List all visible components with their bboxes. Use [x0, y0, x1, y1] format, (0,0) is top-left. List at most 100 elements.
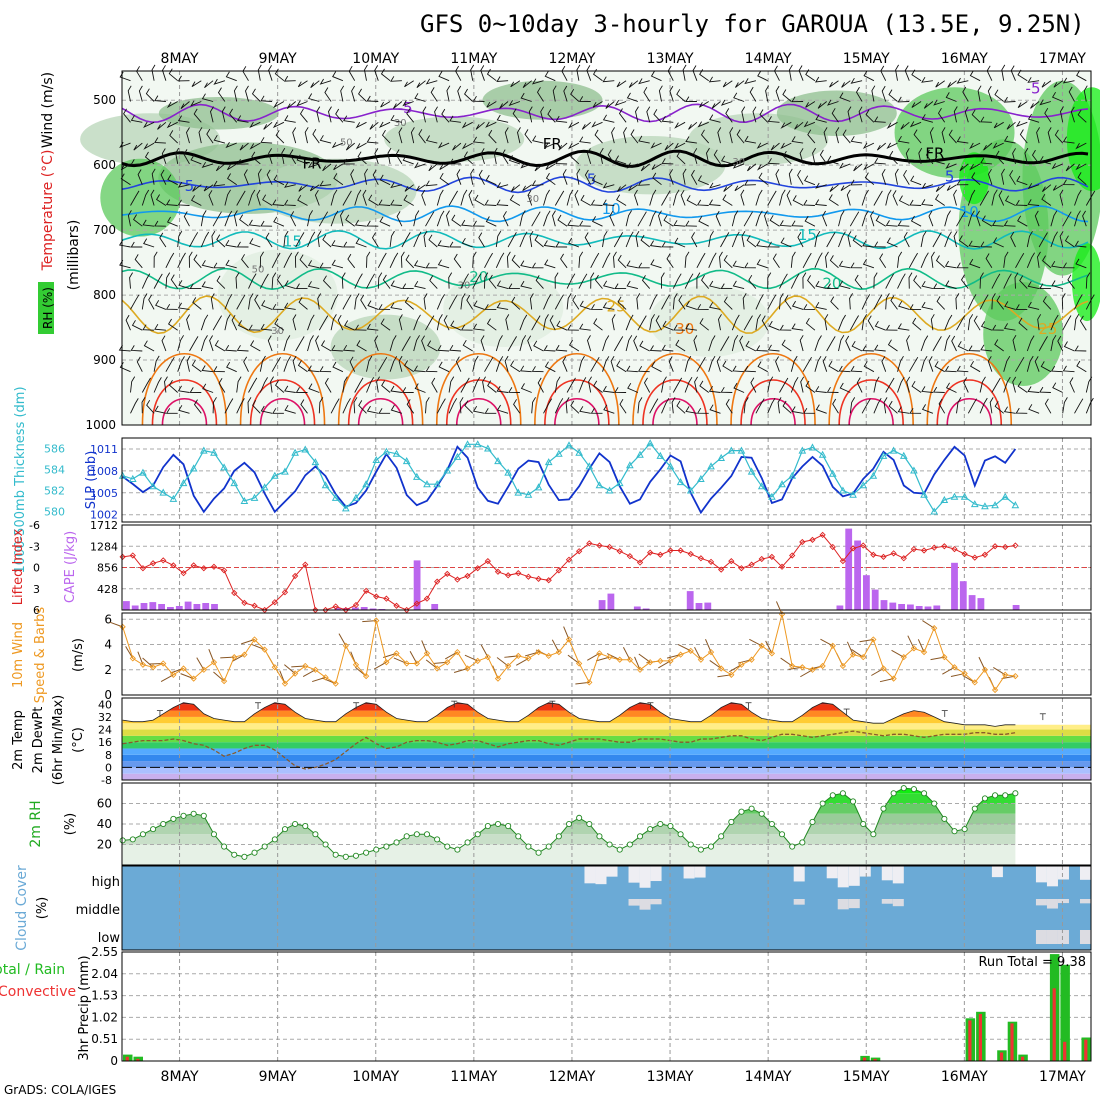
- cape-bar: [167, 607, 174, 610]
- wind-barb: [921, 301, 933, 310]
- wind-barb: [211, 230, 216, 248]
- rh2m-marker: [657, 820, 664, 828]
- wind-barb: [921, 76, 933, 83]
- wind-barb: [154, 137, 166, 144]
- wind-barb: [1062, 315, 1072, 331]
- wind-speed-marker: [271, 664, 278, 671]
- wind-barb: [354, 189, 362, 206]
- thickness-marker: [463, 440, 472, 448]
- wind-barb: [1040, 361, 1052, 373]
- wind-barb: [505, 314, 510, 331]
- wind-barb: [566, 273, 576, 289]
- wind-barb: [543, 294, 552, 310]
- wind-barb: [951, 335, 957, 352]
- wind-barb: [257, 64, 262, 81]
- wind-barb: [123, 108, 131, 123]
- wind-barb: [945, 92, 957, 102]
- wind-barb: [260, 95, 273, 102]
- thickness-marker: [382, 447, 391, 455]
- lifted-index-marker: [748, 561, 755, 568]
- wind-barb: [944, 334, 951, 352]
- wind-barb: [805, 380, 816, 393]
- wind-barb: [682, 168, 687, 185]
- wind-barb: [805, 101, 816, 108]
- rh2m-marker: [677, 831, 684, 838]
- cape-bar: [211, 604, 218, 610]
- wind-barb: [425, 135, 438, 144]
- wind-barb: [826, 336, 836, 352]
- wind-barb: [554, 294, 564, 310]
- wind-barb: [224, 344, 237, 352]
- wind-barb: [767, 158, 780, 165]
- wind-barb: [908, 356, 919, 372]
- wind-barb: [307, 231, 316, 248]
- cape-bar: [369, 608, 377, 610]
- wind-barb: [307, 210, 313, 227]
- wind-barb: [570, 400, 580, 414]
- wind-barb: [850, 365, 863, 373]
- wind-barb: [994, 401, 1004, 414]
- diurnal-isotherm: [838, 379, 904, 426]
- wind-barb: [206, 128, 214, 144]
- wind-barb: [807, 275, 816, 289]
- lifted-index-marker: [667, 547, 674, 554]
- cloud-gap-high: [650, 866, 662, 882]
- wind-barb: [130, 159, 143, 165]
- wind-barb: [708, 252, 717, 268]
- cape-bar: [915, 606, 923, 610]
- wind-barb: [436, 398, 446, 414]
- wind-barb: [437, 240, 450, 248]
- wind-barb: [619, 398, 627, 414]
- wind-speed-marker: [322, 674, 329, 681]
- wind-barb: [183, 211, 190, 227]
- wind-barb: [333, 163, 344, 171]
- cape-axis-label: CAPE (J/kg): [63, 531, 78, 603]
- wind-barb: [780, 142, 792, 150]
- rh-contour-label: 30: [271, 326, 284, 337]
- wind-barb: [446, 210, 450, 227]
- wind-barb: [1037, 251, 1041, 268]
- wind-barb: [562, 356, 568, 372]
- isotherm-line: [121, 103, 1089, 124]
- wind-barb: [531, 262, 544, 269]
- precip-convective-bar: [1063, 1041, 1067, 1061]
- wind-barb: [1052, 382, 1063, 393]
- wind-barb: [160, 169, 167, 185]
- wind-barb: [496, 404, 509, 414]
- lifted-index-marker: [799, 538, 806, 546]
- wind-barb: [193, 254, 202, 269]
- wind-barb: [344, 320, 355, 331]
- surface-wind-barb: [694, 646, 702, 660]
- wind-barb: [358, 400, 367, 414]
- wind-barb: [626, 280, 639, 290]
- wind-barb: [284, 181, 296, 188]
- wind-barb: [962, 86, 969, 102]
- wind-barb: [674, 237, 686, 248]
- wind-barb: [212, 397, 217, 414]
- wind-speed-marker: [261, 646, 268, 653]
- wind-barb: [283, 230, 289, 248]
- wind-barb: [372, 169, 379, 185]
- wind-barb: [827, 155, 839, 165]
- lifted-index-marker: [931, 544, 938, 551]
- wind-barb: [1051, 91, 1063, 102]
- wind-barb: [921, 280, 933, 290]
- wind-barb: [956, 365, 969, 373]
- wind-barb: [271, 356, 281, 372]
- thickness-marker: [473, 440, 482, 448]
- wind-barb: [332, 71, 344, 82]
- wind-barb: [803, 121, 816, 128]
- wind-barb: [537, 377, 544, 393]
- wind-barb: [333, 173, 344, 186]
- wind-speed-marker: [910, 645, 918, 652]
- rh2m-marker: [555, 833, 562, 840]
- wind-speed-marker: [880, 665, 887, 672]
- wind-barb: [684, 273, 694, 289]
- wind-barb: [472, 273, 482, 289]
- wind-barb: [1027, 281, 1040, 290]
- wind-speed-marker: [606, 654, 613, 661]
- wind-barb: [1024, 147, 1029, 164]
- wind-barb: [623, 127, 627, 144]
- wind-barb: [472, 136, 485, 144]
- wind-barb: [830, 296, 839, 310]
